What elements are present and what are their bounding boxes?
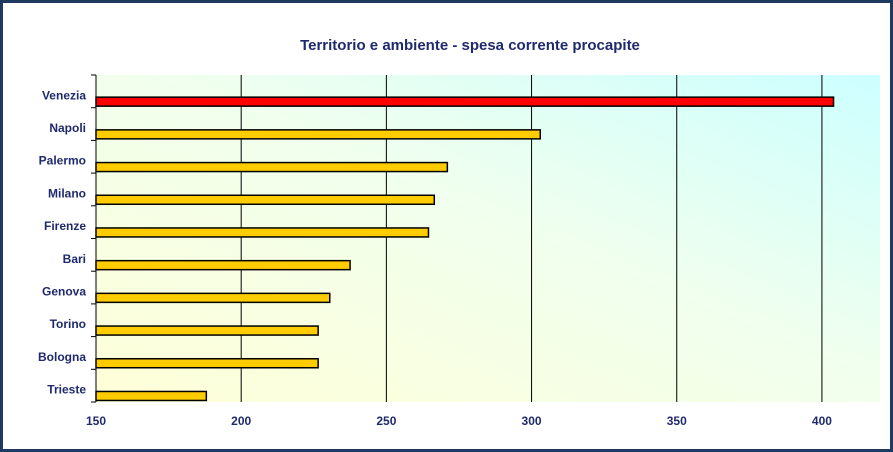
y-tick-label: Genova: [42, 285, 86, 299]
y-tick-label: Torino: [50, 317, 86, 331]
plot-area: [96, 75, 880, 402]
bar: [95, 325, 319, 336]
y-tick-label: Bologna: [38, 350, 86, 364]
bar: [95, 227, 430, 238]
x-tick-label: 400: [812, 414, 832, 428]
bar: [95, 358, 319, 369]
bar: [95, 161, 449, 173]
bar: [95, 390, 208, 402]
bar: [95, 194, 436, 206]
bar: [95, 259, 351, 271]
x-tick-label: 350: [667, 414, 687, 428]
x-tick-label: 250: [376, 414, 396, 428]
bar: [95, 129, 542, 140]
bar: [95, 292, 331, 304]
chart-title: Territorio e ambiente - spesa corrente p…: [300, 37, 640, 54]
x-tick-label: 300: [522, 414, 542, 428]
bar: [95, 96, 835, 107]
y-tick-label: Firenze: [44, 219, 86, 233]
y-tick-label: Trieste: [47, 383, 86, 397]
x-tick-label: 150: [86, 414, 106, 428]
y-tick-label: Palermo: [39, 154, 86, 168]
y-tick-label: Bari: [63, 252, 86, 266]
y-tick-label: Milano: [48, 186, 86, 200]
x-tick-label: 200: [231, 414, 251, 428]
y-tick-label: Napoli: [49, 121, 86, 135]
y-tick-label: Venezia: [42, 88, 86, 102]
